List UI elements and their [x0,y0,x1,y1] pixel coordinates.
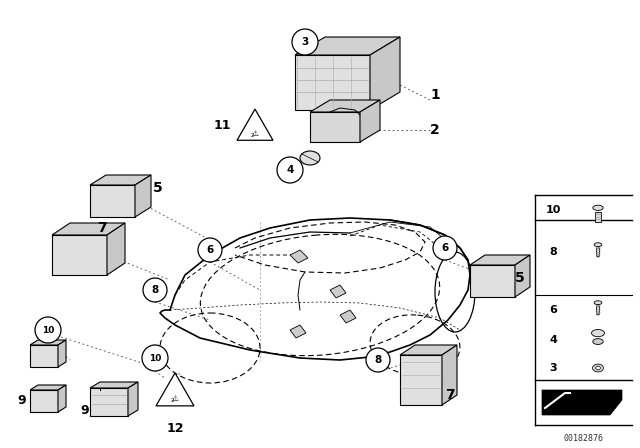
Polygon shape [310,112,360,142]
Text: 4: 4 [549,335,557,345]
Circle shape [277,157,303,183]
Polygon shape [400,355,442,405]
Text: ⚠: ⚠ [172,393,179,402]
Text: 2: 2 [170,397,173,402]
Text: 3: 3 [549,363,557,373]
Polygon shape [290,250,308,263]
Polygon shape [58,340,66,367]
Polygon shape [237,109,273,140]
Polygon shape [295,55,370,110]
Polygon shape [542,390,622,415]
Polygon shape [135,175,151,217]
Circle shape [35,317,61,343]
Text: 8: 8 [549,247,557,257]
Circle shape [142,345,168,371]
Text: 8: 8 [152,285,159,295]
Circle shape [433,236,457,260]
Polygon shape [30,340,66,345]
Polygon shape [596,306,600,315]
Polygon shape [470,255,530,265]
Text: 10: 10 [149,353,161,362]
Ellipse shape [594,301,602,305]
Circle shape [292,29,318,55]
Circle shape [366,348,390,372]
Polygon shape [52,235,107,275]
Polygon shape [58,385,66,412]
Polygon shape [400,345,457,355]
Ellipse shape [594,243,602,247]
Polygon shape [360,100,380,142]
Polygon shape [310,100,380,112]
Text: 1: 1 [430,88,440,102]
Polygon shape [295,37,400,55]
Text: 7: 7 [445,388,455,402]
Text: 8: 8 [374,355,381,365]
Polygon shape [30,385,66,390]
Polygon shape [52,223,125,235]
Polygon shape [442,345,457,405]
Polygon shape [128,382,138,416]
Polygon shape [107,223,125,275]
Text: 9: 9 [81,404,90,417]
Polygon shape [330,285,346,298]
Text: 10: 10 [42,326,54,335]
Polygon shape [470,265,515,297]
Text: 7: 7 [97,221,107,235]
Ellipse shape [593,364,604,372]
Text: 12: 12 [166,422,184,435]
Polygon shape [90,175,151,185]
Polygon shape [290,325,306,338]
Ellipse shape [593,339,604,345]
Polygon shape [90,388,128,416]
Ellipse shape [596,366,600,370]
Text: 6: 6 [442,243,449,253]
Polygon shape [370,37,400,110]
Polygon shape [340,310,356,323]
Ellipse shape [593,205,604,211]
Polygon shape [30,390,58,412]
Text: 6: 6 [549,305,557,315]
Text: 5: 5 [515,271,525,285]
Text: 2: 2 [250,133,253,138]
Polygon shape [515,255,530,297]
Ellipse shape [591,330,605,337]
Text: 10: 10 [545,205,561,215]
Text: 3: 3 [301,37,308,47]
Ellipse shape [300,151,320,165]
Polygon shape [90,185,135,217]
Text: 5: 5 [153,181,163,195]
Text: 11: 11 [213,119,231,132]
Polygon shape [595,212,600,222]
Polygon shape [90,382,138,388]
Circle shape [198,238,222,262]
Polygon shape [596,248,600,257]
Circle shape [143,278,167,302]
Text: ⚠: ⚠ [252,129,259,138]
Text: 2: 2 [430,123,440,137]
Text: 6: 6 [206,245,214,255]
Text: 4: 4 [286,165,294,175]
Text: 00182876: 00182876 [563,434,603,443]
Polygon shape [30,345,58,367]
Polygon shape [156,373,194,406]
Text: 9: 9 [18,393,26,406]
